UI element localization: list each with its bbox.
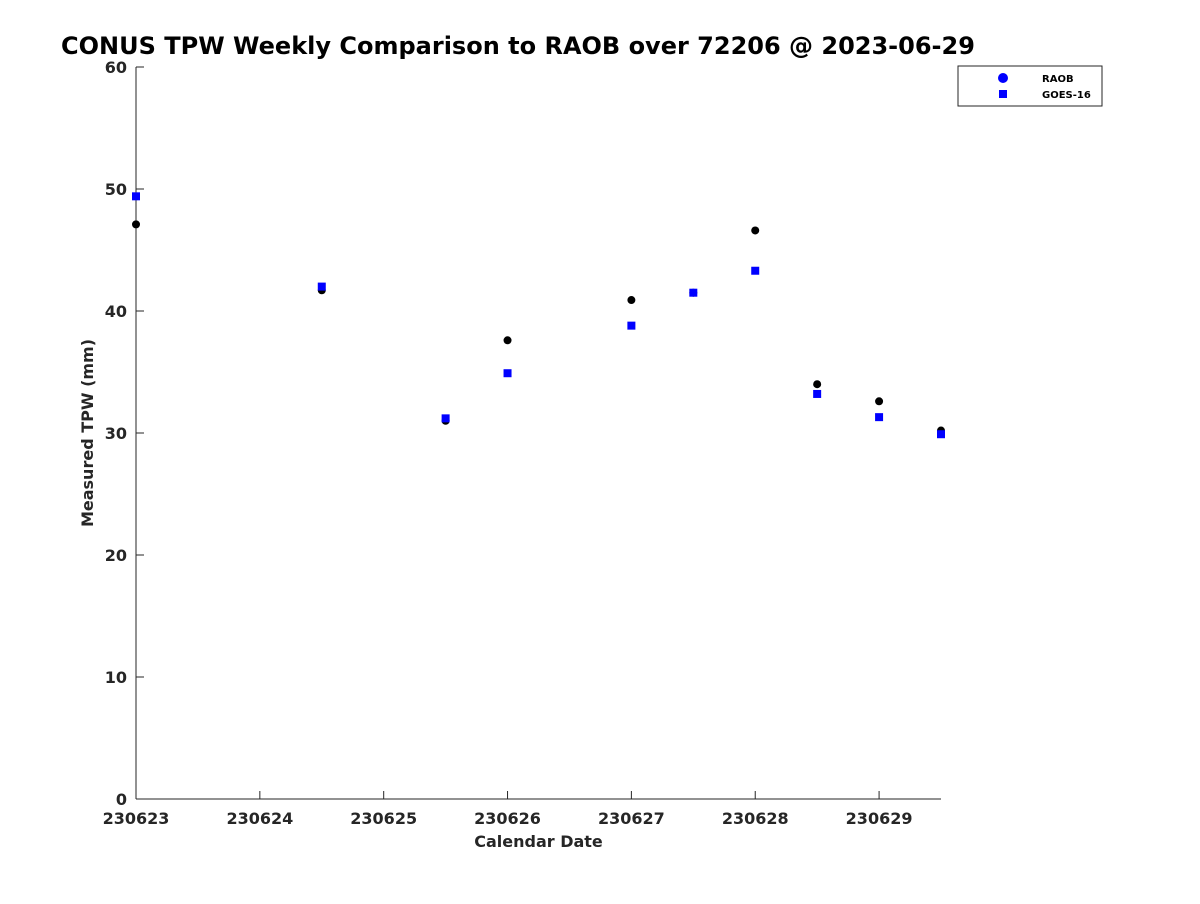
goes16-point xyxy=(503,369,512,378)
raob-point xyxy=(813,380,822,389)
legend-square-marker xyxy=(999,90,1007,98)
x-tick-label: 230627 xyxy=(598,809,665,828)
goes16-point xyxy=(317,282,326,291)
x-ticks: 230623 230624 230625 230626 230627 230628 2306… xyxy=(103,791,913,828)
x-tick-label: 230629 xyxy=(846,809,913,828)
raob-point xyxy=(875,397,884,406)
x-axis-label: Calendar Date xyxy=(474,832,603,851)
x-tick-label: 230623 xyxy=(103,809,170,828)
legend-label: RAOB xyxy=(1042,74,1074,85)
y-tick-label: 50 xyxy=(105,180,127,199)
legend-box xyxy=(957,65,1103,107)
goes16-point xyxy=(813,389,822,398)
legend-items: RAOB GOES-16 xyxy=(998,73,1091,101)
legend-label: GOES-16 xyxy=(1042,90,1091,101)
goes16-point xyxy=(751,266,760,275)
x-tick-label: 230624 xyxy=(226,809,293,828)
y-ticks: 0 10 20 30 40 50 60 xyxy=(105,58,144,809)
axes: 230623 230624 230625 230626 230627 230628 2306… xyxy=(103,58,941,828)
y-tick-label: 10 xyxy=(105,668,127,687)
x-tick-label: 230626 xyxy=(474,809,541,828)
x-tick-label: 230628 xyxy=(722,809,789,828)
raob-point xyxy=(627,296,636,305)
x-tick-label: 230625 xyxy=(350,809,417,828)
goes16-point xyxy=(875,413,884,422)
y-axis-label: Measured TPW (mm) xyxy=(78,339,97,527)
y-tick-label: 30 xyxy=(105,424,127,443)
legend-circle-marker xyxy=(998,73,1008,83)
y-tick-label: 20 xyxy=(105,546,127,565)
chart-title: CONUS TPW Weekly Comparison to RAOB over… xyxy=(61,32,975,60)
raob-point xyxy=(751,226,760,235)
y-tick-label: 0 xyxy=(116,790,127,809)
goes16-point xyxy=(441,414,450,423)
goes16-point xyxy=(627,321,636,330)
goes16-point xyxy=(689,288,698,297)
y-tick-label: 40 xyxy=(105,302,127,321)
goes16-point xyxy=(937,430,945,439)
goes16-point xyxy=(132,192,140,201)
legend: RAOB GOES-16 xyxy=(957,65,1103,107)
y-tick-label: 60 xyxy=(105,58,127,77)
data-points xyxy=(132,192,945,439)
raob-point xyxy=(132,220,140,229)
raob-point xyxy=(503,336,512,345)
